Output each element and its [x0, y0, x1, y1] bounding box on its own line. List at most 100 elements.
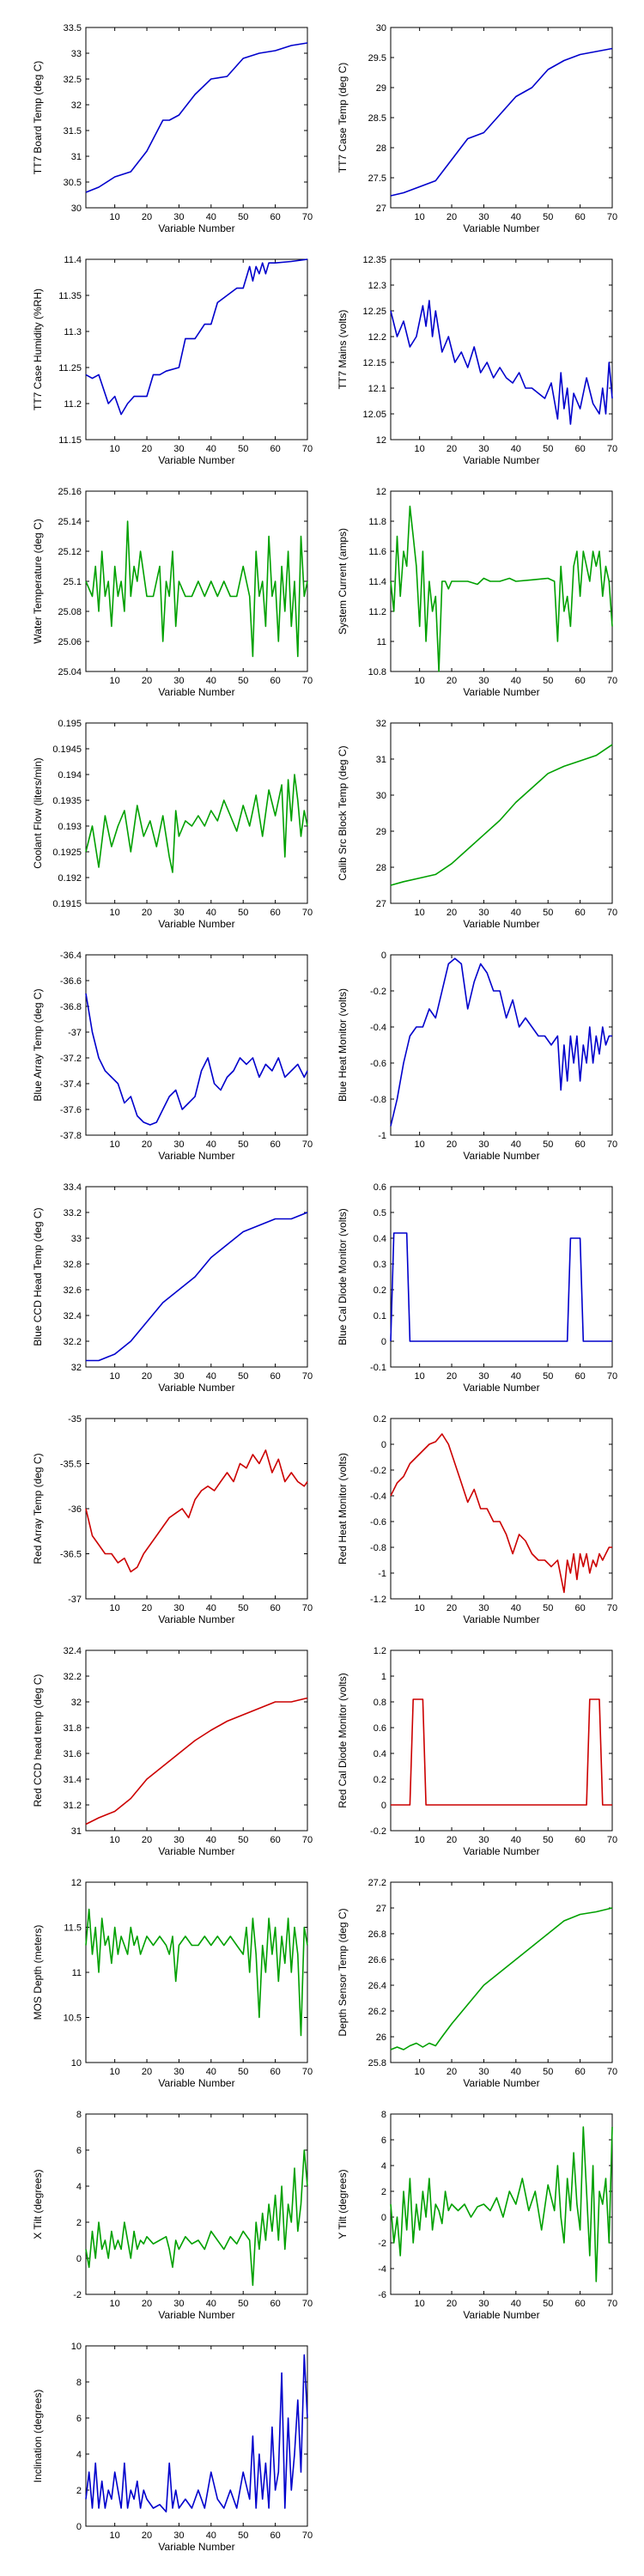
x-tick-label: 50	[238, 1835, 248, 1845]
y-tick-label: 11.5	[64, 1923, 82, 1934]
x-tick-label: 10	[415, 676, 425, 686]
x-axis-label: Variable Number	[158, 1845, 234, 1857]
y-tick-label: 29	[376, 83, 386, 94]
series-line	[390, 2126, 613, 2282]
y-axis-label: X Tilt (degrees)	[32, 2169, 44, 2239]
x-tick-label: 30	[478, 1603, 489, 1613]
y-tick-label: 31.4	[64, 1775, 82, 1785]
y-tick-label: -37.6	[60, 1105, 82, 1115]
series-line	[391, 1698, 612, 1806]
x-tick-label: 30	[478, 2067, 489, 2077]
y-tick-label: 2	[381, 2187, 386, 2197]
series-line	[85, 258, 308, 416]
x-tick-label: 20	[142, 2299, 152, 2309]
x-tick-label: 30	[173, 676, 184, 686]
y-tick-label: -4	[378, 2264, 386, 2275]
plot-frame	[85, 27, 308, 209]
x-tick-label: 70	[302, 1603, 313, 1613]
y-tick-label: 6	[76, 2414, 82, 2424]
y-tick-label: 6	[381, 2136, 386, 2146]
x-axis-label: Variable Number	[463, 686, 539, 698]
x-tick-label: 70	[302, 1371, 313, 1382]
x-tick-label: 20	[142, 212, 152, 222]
x-tick-label: 60	[574, 1371, 585, 1382]
x-tick-label: 60	[270, 2067, 280, 2077]
y-tick-label: 11.15	[58, 435, 82, 446]
y-tick-label: -37.4	[60, 1079, 82, 1090]
y-tick-label: 0.2	[374, 1775, 386, 1785]
x-tick-label: 20	[142, 676, 152, 686]
y-tick-label: 11.4	[368, 577, 386, 587]
x-tick-label: 20	[142, 1835, 152, 1845]
y-tick-label: 12.25	[362, 307, 386, 317]
y-tick-label: 0	[76, 2254, 82, 2264]
y-tick-label: 32	[71, 1698, 82, 1708]
plot-frame	[85, 490, 308, 672]
y-tick-label: 11.2	[368, 607, 386, 617]
y-tick-label: 31	[71, 1826, 82, 1837]
y-axis-label: Depth Sensor Temp (deg C)	[337, 1908, 349, 2036]
chart-panel: 10 20 30 40 50 60 70 0 2 4 6 8 10 Variable Number Incl…	[32, 2342, 313, 2553]
x-tick-label: 50	[238, 1603, 248, 1613]
y-axis-label: Water Temperature (deg C)	[32, 519, 44, 643]
y-tick-label: 0.6	[374, 1182, 386, 1193]
x-tick-label: 70	[302, 1835, 313, 1845]
y-tick-label: 25.8	[368, 2058, 386, 2069]
x-tick-label: 50	[543, 908, 553, 918]
series-line	[85, 520, 308, 658]
x-tick-label: 60	[270, 2299, 280, 2309]
chart-panel: 10 20 30 40 50 60 70 27 28 29 30 31 32 Variable Numbe…	[337, 719, 617, 930]
x-tick-label: 40	[511, 908, 521, 918]
x-tick-label: 40	[511, 2067, 521, 2077]
plot-frame	[390, 722, 613, 904]
x-tick-label: 30	[478, 1835, 489, 1845]
x-tick-label: 40	[206, 444, 216, 454]
y-tick-label: 8	[76, 2378, 82, 2388]
x-axis-label: Variable Number	[158, 1150, 234, 1162]
y-tick-label: 27	[376, 204, 386, 214]
x-tick-label: 50	[238, 1371, 248, 1382]
y-tick-label: 32.4	[64, 1311, 82, 1321]
x-tick-label: 60	[270, 1603, 280, 1613]
y-axis-label: System Current (amps)	[337, 528, 349, 635]
y-tick-label: 27	[376, 1904, 386, 1914]
x-tick-label: 20	[447, 1139, 457, 1150]
chart-panel: 10 20 30 40 50 60 70 -2 0 2 4 6 8 Variable Number X Ti…	[32, 2110, 313, 2321]
y-tick-label: 2	[76, 2486, 82, 2496]
x-tick-label: 10	[415, 1603, 425, 1613]
chart-panel: 10 20 30 40 50 60 70 -37 -36.5 -36 -35.5 -35 Variabl…	[32, 1414, 313, 1625]
plot-frame	[85, 1881, 308, 2063]
chart-panel: 10 20 30 40 50 60 70 25.04 25.06 25.08 25.1 25.12 25…	[32, 487, 313, 698]
x-tick-label: 40	[206, 2067, 216, 2077]
y-tick-label: 31.6	[64, 1749, 82, 1759]
y-axis-label: TT7 Case Temp (deg C)	[337, 63, 349, 173]
y-axis-label: Red CCD head temp (deg C)	[32, 1674, 44, 1807]
series-line	[85, 993, 308, 1126]
x-tick-label: 70	[607, 212, 617, 222]
x-tick-label: 50	[543, 676, 553, 686]
y-tick-label: 12.2	[368, 332, 386, 343]
x-tick-label: 10	[110, 1835, 120, 1845]
x-tick-label: 70	[607, 1603, 617, 1613]
y-tick-label: 32	[71, 1363, 82, 1373]
x-tick-label: 50	[238, 2067, 248, 2077]
y-tick-label: 32.6	[64, 1285, 82, 1296]
series-line	[390, 1907, 613, 2050]
x-axis-label: Variable Number	[463, 1613, 539, 1625]
x-axis-label: Variable Number	[158, 918, 234, 930]
x-tick-label: 70	[302, 212, 313, 222]
y-tick-label: 0.194	[58, 770, 82, 781]
x-axis-label: Variable Number	[158, 2077, 234, 2089]
x-axis-label: Variable Number	[463, 222, 539, 234]
x-tick-label: 20	[142, 1603, 152, 1613]
x-tick-label: 30	[173, 212, 184, 222]
series-line	[390, 957, 612, 1127]
chart-panel: 10 20 30 40 50 60 70 -0.1 0 0.1 0.2 0.3 0.4 0.5 0.6 Var…	[337, 1182, 617, 1394]
x-tick-label: 60	[270, 1835, 280, 1845]
y-tick-label: 31.8	[64, 1723, 82, 1734]
x-tick-label: 20	[142, 2530, 152, 2541]
x-tick-label: 60	[270, 444, 280, 454]
x-tick-label: 30	[173, 908, 184, 918]
y-tick-label: -2	[73, 2290, 82, 2300]
chart-panel: 10 20 30 40 50 60 70 -1 -0.8 -0.6 -0.4 -0.2 0 Variabl…	[337, 951, 617, 1162]
